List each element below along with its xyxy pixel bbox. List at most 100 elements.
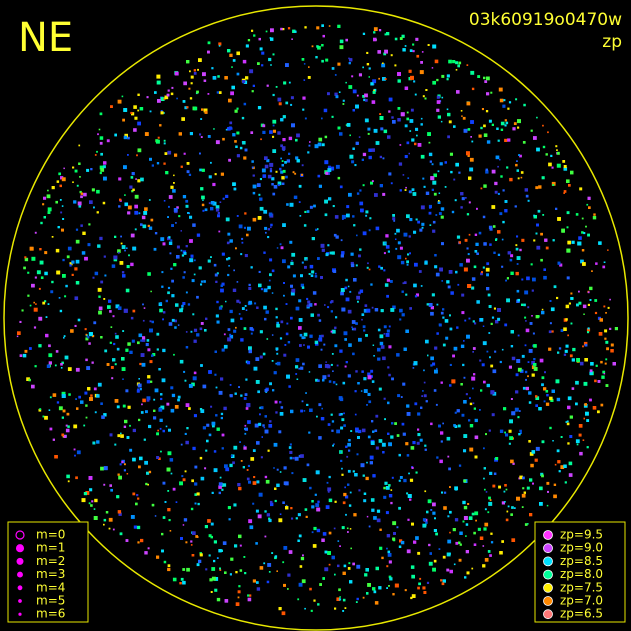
star <box>283 295 285 297</box>
star <box>327 165 331 169</box>
zp-label: zp=9.5 <box>560 528 603 542</box>
star <box>542 214 545 216</box>
star <box>601 375 605 379</box>
star <box>605 312 607 314</box>
star <box>532 332 535 335</box>
star <box>266 513 270 517</box>
star <box>351 326 353 328</box>
star <box>275 307 278 311</box>
star <box>267 285 271 290</box>
star <box>581 231 584 234</box>
star <box>380 309 384 313</box>
star <box>565 421 568 423</box>
star <box>275 170 278 173</box>
star <box>352 215 355 218</box>
star <box>169 458 174 462</box>
star <box>300 454 304 458</box>
star <box>85 416 88 419</box>
star <box>113 257 118 262</box>
star <box>602 265 606 269</box>
star <box>323 108 328 113</box>
star <box>341 467 343 470</box>
star <box>457 283 460 286</box>
star <box>68 393 71 396</box>
star <box>531 450 536 454</box>
star <box>190 254 194 258</box>
star <box>348 343 352 347</box>
star <box>548 162 552 167</box>
star <box>196 90 199 94</box>
star <box>508 442 511 445</box>
star <box>353 278 357 282</box>
star <box>356 234 358 237</box>
star <box>407 177 410 179</box>
star <box>378 29 382 32</box>
star <box>233 269 235 272</box>
star <box>390 182 393 185</box>
star <box>555 207 558 210</box>
star <box>171 224 174 227</box>
star <box>567 334 569 337</box>
star <box>237 596 240 599</box>
star <box>242 59 247 64</box>
star <box>436 456 439 459</box>
star <box>117 99 122 104</box>
star <box>180 443 183 446</box>
star <box>289 450 293 454</box>
star <box>434 59 439 64</box>
star <box>230 91 234 96</box>
star <box>85 491 90 495</box>
star <box>554 463 557 466</box>
star <box>533 214 536 217</box>
star <box>85 337 89 341</box>
star <box>378 265 381 268</box>
star <box>327 92 330 96</box>
star <box>389 280 393 283</box>
star <box>381 556 384 560</box>
star <box>462 500 466 505</box>
star <box>138 465 141 469</box>
star <box>455 61 459 65</box>
star <box>603 261 606 263</box>
star <box>196 333 200 337</box>
star <box>103 161 107 165</box>
star <box>461 197 465 201</box>
star <box>135 178 137 180</box>
star <box>182 568 186 571</box>
magnitude-symbol <box>17 571 23 578</box>
star <box>70 329 74 333</box>
star <box>603 305 606 308</box>
star <box>111 377 114 380</box>
star <box>531 289 534 292</box>
star <box>243 445 246 447</box>
star <box>274 555 278 558</box>
star <box>327 490 330 493</box>
star <box>372 344 375 346</box>
star <box>281 146 286 150</box>
star <box>151 503 155 507</box>
star <box>380 266 383 270</box>
star <box>46 364 51 368</box>
star <box>489 554 492 557</box>
star <box>424 448 427 451</box>
star <box>236 51 240 56</box>
star <box>455 69 458 71</box>
star <box>348 449 351 452</box>
star <box>94 411 97 414</box>
star <box>518 154 520 156</box>
star <box>439 459 443 464</box>
star <box>610 349 614 353</box>
star <box>441 582 445 586</box>
star <box>492 225 496 228</box>
star <box>38 408 42 412</box>
star <box>127 136 130 140</box>
star <box>240 394 243 397</box>
star <box>154 232 158 235</box>
star <box>139 107 144 111</box>
star <box>449 363 452 366</box>
star <box>566 211 570 215</box>
star <box>367 127 371 131</box>
star <box>158 457 161 460</box>
star <box>146 396 151 401</box>
star <box>182 100 186 103</box>
